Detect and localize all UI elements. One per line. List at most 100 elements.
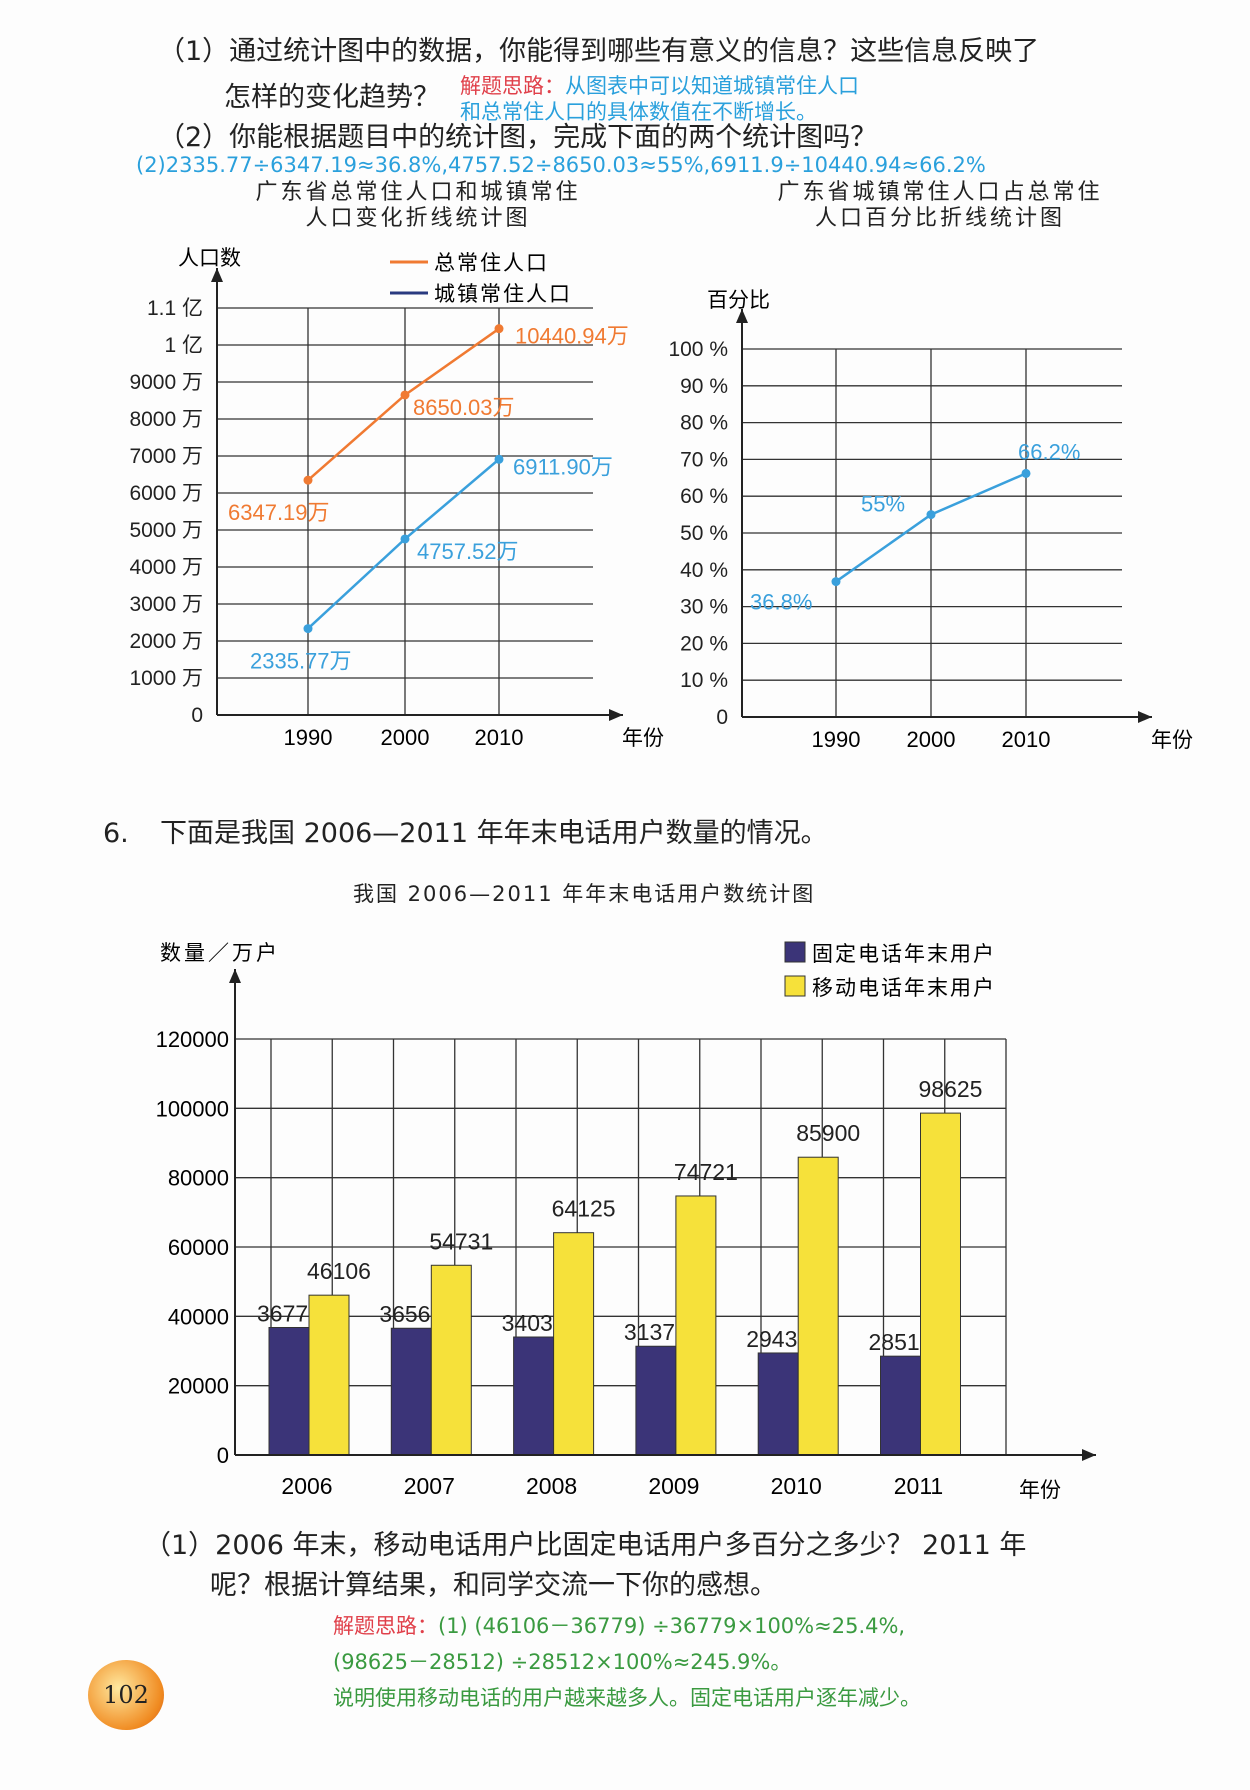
chart2-y-axis-head — [736, 309, 748, 323]
chart3-bar-fixed — [757, 1352, 799, 1456]
chart2-ytick: 10 % — [680, 669, 728, 692]
chart2-data-point — [926, 510, 936, 520]
chart3-xtick: 2010 — [771, 1473, 822, 1499]
chart3-ytick: 100000 — [156, 1096, 229, 1121]
chart3-bar-mobile — [553, 1232, 595, 1456]
chart2-xtick: 2000 — [907, 727, 956, 752]
chart3-bar-fixed — [880, 1355, 921, 1456]
q5-hint-line1: 解题思路：从图表中可以知道城镇常住人口 — [460, 74, 859, 98]
chart3-xtick: 2009 — [648, 1473, 699, 1499]
chart3-x-axis-head — [1082, 1449, 1096, 1461]
chart2-ytick: 40 % — [680, 559, 728, 582]
chart2-ytick: 100 % — [668, 338, 728, 361]
hint-text: 从图表中可以知道城镇常住人口 — [565, 74, 859, 98]
chart3-ylabel: 数量／万户 — [160, 942, 280, 965]
chart2-title: 广东省城镇常住人口占总常住 人口百分比折线统计图 — [777, 180, 1103, 231]
chart2-ytick: 50 % — [680, 522, 728, 545]
chart3-xtick: 2007 — [404, 1473, 455, 1499]
chart3-bar-mobile — [675, 1195, 717, 1456]
q6-number: 6. — [103, 818, 129, 849]
chart3-legend-swatch — [784, 975, 806, 997]
chart3-title: 我国 2006—2011 年年末电话用户数统计图 — [353, 882, 816, 906]
chart1-ytick: 5000 万 — [129, 519, 203, 542]
chart2-data-label: 36.8% — [750, 590, 812, 615]
chart2-xlabel: 年份 — [1151, 729, 1193, 752]
chart2-ytick: 20 % — [680, 632, 728, 655]
chart1-title: 广东省总常住人口和城镇常住 人口变化折线统计图 — [255, 180, 581, 231]
chart1-x-axis-head — [609, 709, 623, 721]
chart1-xtick: 2010 — [475, 725, 524, 750]
chart1-data-label: 10440.94万 — [515, 324, 629, 349]
q6-hint-line3: 说明使用移动电话的用户越来越多人。固定电话用户逐年减少。 — [333, 1686, 921, 1710]
chart3-y-axis-head — [229, 969, 241, 983]
chart1-data-point — [400, 390, 410, 400]
chart3-xtick: 2011 — [894, 1473, 943, 1499]
chart2-ytick: 90 % — [680, 375, 728, 398]
chart1-ytick: 9000 万 — [129, 371, 203, 394]
chart1-data-point — [303, 624, 313, 634]
chart1-data-label: 8650.03万 — [413, 395, 515, 420]
chart3-bar-mobile — [308, 1294, 350, 1456]
q5-part1-line2: 怎样的变化趋势？ — [224, 82, 440, 113]
chart3-legend-swatch — [784, 941, 806, 963]
chart1-xtick: 1990 — [284, 725, 333, 750]
chart3-value-label: 54731 — [429, 1228, 493, 1254]
chart1-data-label: 2335.77万 — [250, 649, 352, 674]
page-number: 102 — [103, 1681, 149, 1709]
chart3-xlabel: 年份 — [1019, 1479, 1061, 1502]
chart3-ytick: 20000 — [168, 1374, 229, 1399]
hint-label: 解题思路： — [460, 74, 565, 98]
chart2-ytick: 70 % — [680, 448, 728, 471]
chart2-ytick: 0 — [716, 706, 728, 729]
q6-hint-line2: (98625－28512) ÷28512×100%≈245.9%。 — [333, 1650, 792, 1674]
q6-intro: 下面是我国 2006—2011 年年末电话用户数量的情况。 — [160, 818, 828, 849]
chart1-data-label: 6911.90万 — [513, 454, 613, 479]
chart1-legend-label: 总常住人口 — [434, 252, 549, 275]
chart1-ylabel: 人口数 — [178, 247, 241, 270]
chart3-xtick: 2006 — [281, 1473, 332, 1499]
chart3-ytick: 80000 — [168, 1166, 229, 1191]
chart3-ytick: 0 — [217, 1443, 229, 1468]
chart3-value-label: 64125 — [552, 1196, 616, 1222]
chart2-ylabel: 百分比 — [707, 289, 770, 312]
chart2-data-point — [831, 577, 841, 587]
chart2-ytick: 80 % — [680, 412, 728, 435]
chart1-data-point — [303, 475, 313, 485]
chart2-data-label: 66.2% — [1018, 439, 1080, 464]
chart1-data-point — [494, 454, 504, 464]
chart2-x-axis-head — [1138, 711, 1152, 723]
chart1-ytick: 1000 万 — [129, 667, 203, 690]
hint-label: 解题思路： — [333, 1614, 438, 1638]
chart1-data-point — [494, 324, 504, 334]
chart1-ytick: 0 — [191, 704, 203, 727]
chart3-ytick: 120000 — [156, 1027, 229, 1052]
chart1-ytick: 1.1 亿 — [147, 297, 203, 320]
chart1-ytick: 1 亿 — [164, 334, 203, 357]
chart3-value-label: 46106 — [307, 1258, 371, 1284]
chart1-y-axis-head — [211, 268, 223, 282]
chart1-ytick: 3000 万 — [129, 593, 203, 616]
chart1-data-point — [400, 534, 410, 544]
chart1-ytick: 6000 万 — [129, 482, 203, 505]
chart3-bar-mobile — [430, 1264, 472, 1456]
chart2-xtick: 1990 — [812, 727, 861, 752]
hint-text: (1) (46106－36779) ÷36779×100%≈25.4%, — [438, 1614, 906, 1638]
chart3-bar-fixed — [268, 1326, 310, 1456]
chart3-legend-label: 移动电话年末用户 — [812, 977, 996, 1000]
chart3-ytick: 60000 — [168, 1235, 229, 1260]
chart3-bar-fixed — [635, 1345, 677, 1456]
q5-part1-line1: （1）通过统计图中的数据，你能得到哪些有意义的信息？这些信息反映了 — [158, 36, 1040, 67]
q6-part1-line1: （1）2006 年末，移动电话用户比固定电话用户多百分之多少？ 2011 年 — [144, 1530, 1027, 1561]
chart3-bar-mobile — [920, 1112, 961, 1456]
q5-answer2: (2)2335.77÷6347.19≈36.8%,4757.52÷8650.03… — [136, 153, 986, 177]
chart1-data-label: 4757.52万 — [417, 539, 519, 564]
q5-hint-line2: 和总常住人口的具体数值在不断增长。 — [460, 100, 817, 124]
chart3-value-label: 74721 — [674, 1159, 738, 1185]
chart1-legend-label: 城镇常住人口 — [434, 283, 572, 306]
chart2-ytick: 60 % — [680, 485, 728, 508]
chart2-xtick: 2010 — [1002, 727, 1051, 752]
chart1-xtick: 2000 — [381, 725, 430, 750]
chart3-xtick: 2008 — [526, 1473, 577, 1499]
